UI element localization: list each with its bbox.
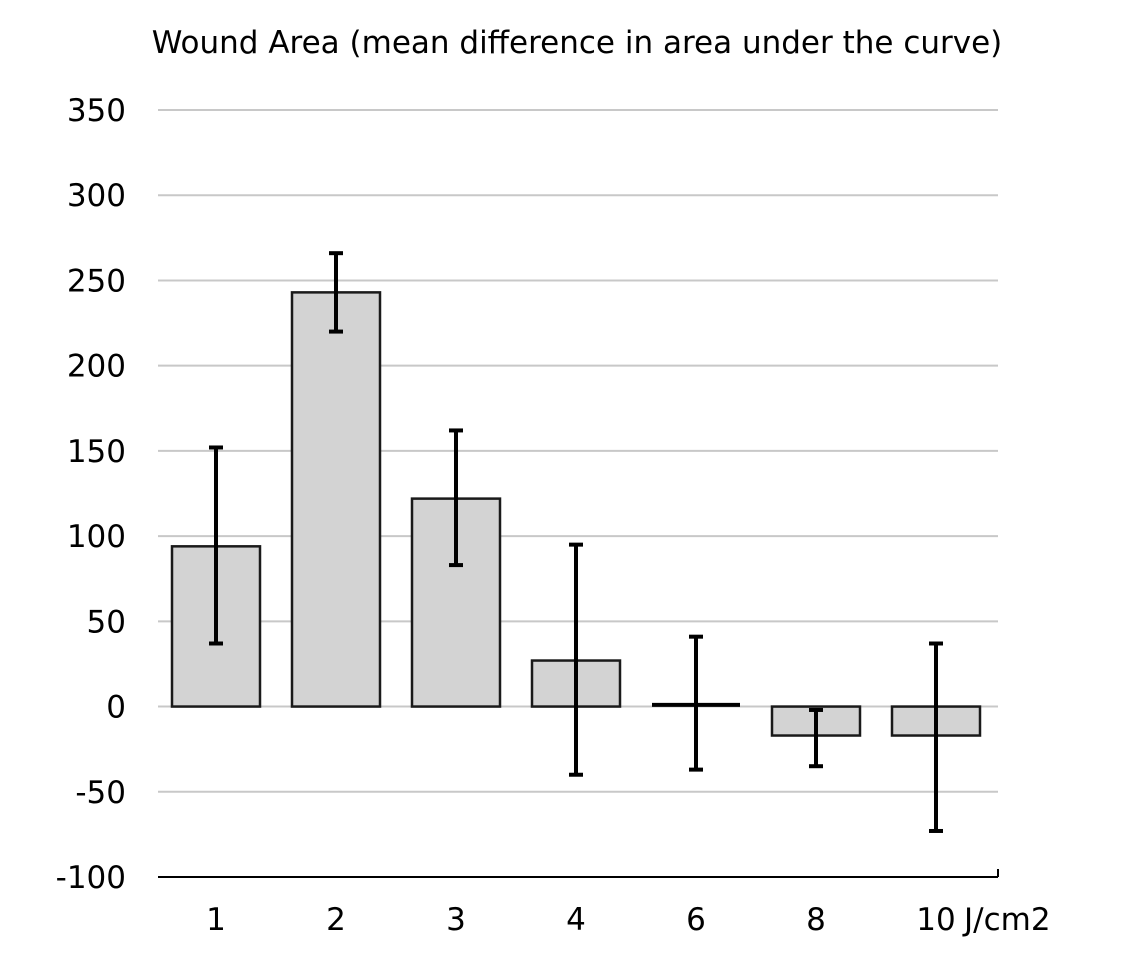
y-tick-label: 150 (67, 434, 126, 470)
y-tick-label: 350 (67, 93, 126, 129)
x-category-label: 6 (686, 902, 706, 938)
errorbar-4 (569, 542, 583, 777)
y-axis-ticks: 350 300 250 200 150 100 50 0 -50 -100 (56, 93, 126, 896)
bar-2 (290, 291, 382, 708)
errorbar-6 (689, 634, 703, 772)
errorbar-1 (209, 445, 223, 646)
y-tick-label: 0 (106, 690, 126, 726)
errorbar-layer (209, 251, 943, 833)
errorbar-2 (329, 251, 343, 334)
errorbar-10 (929, 641, 943, 833)
x-category-label: 3 (446, 902, 466, 938)
x-category-label: 1 (206, 902, 226, 938)
x-category-label: 10 (916, 902, 955, 938)
errorbar-8 (809, 707, 823, 769)
x-axis-categories: 1 2 3 4 6 8 10 (206, 902, 956, 938)
y-tick-label: 300 (67, 178, 126, 214)
y-tick-label: 250 (67, 263, 126, 299)
x-category-label: 2 (326, 902, 346, 938)
y-tick-label: 50 (87, 604, 126, 640)
x-axis-unit-label: J/cm2 (962, 902, 1051, 938)
y-tick-label: -50 (75, 775, 126, 811)
errorbar-3 (449, 428, 463, 568)
x-category-label: 4 (566, 902, 586, 938)
x-category-label: 8 (806, 902, 826, 938)
chart-title: Wound Area (mean difference in area unde… (152, 25, 1003, 61)
y-tick-label: -100 (56, 860, 126, 896)
y-tick-label: 100 (67, 519, 126, 555)
y-tick-label: 200 (67, 349, 126, 385)
